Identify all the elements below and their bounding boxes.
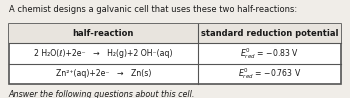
Text: A chemist designs a galvanic cell that uses these two half-reactions:: A chemist designs a galvanic cell that u… (9, 5, 297, 14)
Text: $E^{0}_{red}$ = −0.83 V: $E^{0}_{red}$ = −0.83 V (240, 46, 299, 61)
Bar (9, 24, 341, 43)
Text: $E^{0}_{red}$ = −0.763 V: $E^{0}_{red}$ = −0.763 V (238, 67, 301, 81)
Text: standard reduction potential: standard reduction potential (201, 29, 338, 38)
Text: Answer the following questions about this cell.: Answer the following questions about thi… (9, 90, 195, 98)
Text: Zn²⁺(aq)+2e⁻   →   Zn(s): Zn²⁺(aq)+2e⁻ → Zn(s) (56, 69, 151, 78)
Bar (9, 24, 341, 84)
Text: 2 H₂O(ℓ)+2e⁻   →   H₂(g)+2 OH⁻(aq): 2 H₂O(ℓ)+2e⁻ → H₂(g)+2 OH⁻(aq) (34, 49, 173, 58)
Text: half-reaction: half-reaction (72, 29, 134, 38)
